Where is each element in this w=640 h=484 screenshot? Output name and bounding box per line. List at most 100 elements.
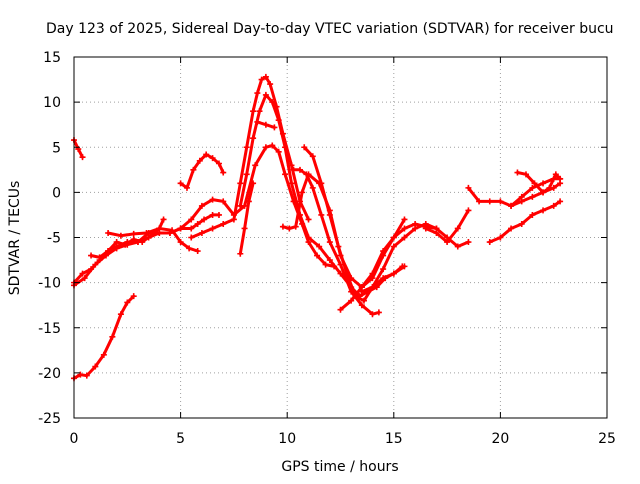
data-point bbox=[88, 252, 95, 259]
data-point bbox=[375, 309, 382, 316]
data-point bbox=[486, 198, 493, 205]
data-point bbox=[454, 243, 461, 250]
data-point bbox=[497, 198, 504, 205]
x-tick-label: 15 bbox=[385, 431, 403, 447]
data-point bbox=[465, 207, 472, 214]
data-point bbox=[518, 220, 525, 227]
data-point bbox=[252, 162, 259, 169]
data-point bbox=[220, 220, 227, 227]
data-point bbox=[194, 248, 201, 255]
data-point bbox=[540, 189, 547, 196]
data-point bbox=[380, 275, 387, 282]
x-tick-label: 20 bbox=[491, 431, 509, 447]
data-point bbox=[380, 266, 387, 273]
data-point bbox=[401, 234, 408, 241]
x-tick-label: 0 bbox=[70, 431, 79, 447]
data-point bbox=[105, 229, 112, 236]
y-tick-label: 15 bbox=[43, 50, 61, 66]
data-point bbox=[198, 229, 205, 236]
data-point bbox=[190, 166, 197, 173]
data-point bbox=[318, 211, 325, 218]
x-axis-label: GPS time / hours bbox=[281, 459, 398, 475]
data-point bbox=[100, 351, 107, 358]
x-tick-label: 5 bbox=[176, 431, 185, 447]
data-point bbox=[309, 153, 316, 160]
data-point bbox=[358, 288, 365, 295]
data-point bbox=[282, 171, 289, 178]
data-point bbox=[301, 144, 308, 151]
data-point bbox=[139, 239, 146, 246]
data-point bbox=[337, 306, 344, 313]
data-point bbox=[215, 160, 222, 167]
data-point bbox=[326, 257, 333, 264]
data-point bbox=[269, 142, 276, 149]
data-point bbox=[401, 225, 408, 232]
data-point bbox=[130, 230, 137, 237]
data-point bbox=[518, 198, 525, 205]
data-point bbox=[422, 225, 429, 232]
data-point bbox=[262, 144, 269, 151]
data-point bbox=[77, 371, 84, 378]
data-point bbox=[326, 239, 333, 246]
data-point bbox=[296, 166, 303, 173]
data-point bbox=[557, 175, 564, 182]
data-point bbox=[230, 216, 237, 223]
data-point bbox=[305, 216, 312, 223]
data-point bbox=[177, 239, 184, 246]
data-point bbox=[303, 171, 310, 178]
y-tick-label: -15 bbox=[38, 321, 61, 337]
data-point bbox=[188, 225, 195, 232]
data-point bbox=[254, 90, 261, 97]
data-point bbox=[465, 239, 472, 246]
data-point bbox=[444, 239, 451, 246]
data-point bbox=[237, 180, 244, 187]
series-line-s7 bbox=[179, 153, 225, 190]
data-point bbox=[390, 243, 397, 250]
data-point bbox=[196, 157, 203, 164]
data-point bbox=[241, 225, 248, 232]
data-point bbox=[454, 225, 461, 232]
data-point bbox=[290, 166, 297, 173]
data-point bbox=[79, 270, 86, 277]
data-point bbox=[113, 245, 120, 252]
data-point bbox=[540, 207, 547, 214]
data-point bbox=[316, 243, 323, 250]
y-axis-label: SDTVAR / TECUs bbox=[7, 181, 23, 296]
data-point bbox=[552, 171, 559, 178]
series-line-s5 bbox=[89, 217, 165, 259]
data-point bbox=[390, 234, 397, 241]
data-point bbox=[279, 223, 286, 230]
data-point bbox=[92, 261, 99, 268]
data-point bbox=[109, 333, 116, 340]
data-point bbox=[529, 211, 536, 218]
data-point bbox=[130, 236, 137, 243]
data-point bbox=[203, 151, 210, 158]
data-point bbox=[401, 263, 408, 270]
data-point bbox=[369, 275, 376, 282]
data-point bbox=[245, 198, 252, 205]
data-point bbox=[254, 118, 261, 125]
data-point bbox=[476, 198, 483, 205]
data-point bbox=[117, 311, 124, 318]
data-point bbox=[177, 225, 184, 232]
data-point bbox=[83, 372, 90, 379]
data-point bbox=[305, 234, 312, 241]
data-point bbox=[262, 73, 269, 80]
data-point bbox=[348, 297, 355, 304]
data-point bbox=[292, 223, 299, 230]
y-tick-label: -5 bbox=[47, 231, 61, 247]
series-line-s19 bbox=[466, 177, 562, 208]
y-tick-label: 0 bbox=[52, 185, 61, 201]
data-point bbox=[380, 252, 387, 259]
data-point bbox=[282, 144, 289, 151]
data-point bbox=[522, 171, 529, 178]
data-point bbox=[497, 234, 504, 241]
data-point bbox=[96, 254, 103, 261]
data-point bbox=[122, 241, 129, 248]
y-tick-label: -10 bbox=[38, 276, 61, 292]
data-point bbox=[243, 171, 250, 178]
data-point bbox=[557, 198, 564, 205]
x-tick-label: 25 bbox=[598, 431, 616, 447]
data-point bbox=[256, 108, 263, 115]
